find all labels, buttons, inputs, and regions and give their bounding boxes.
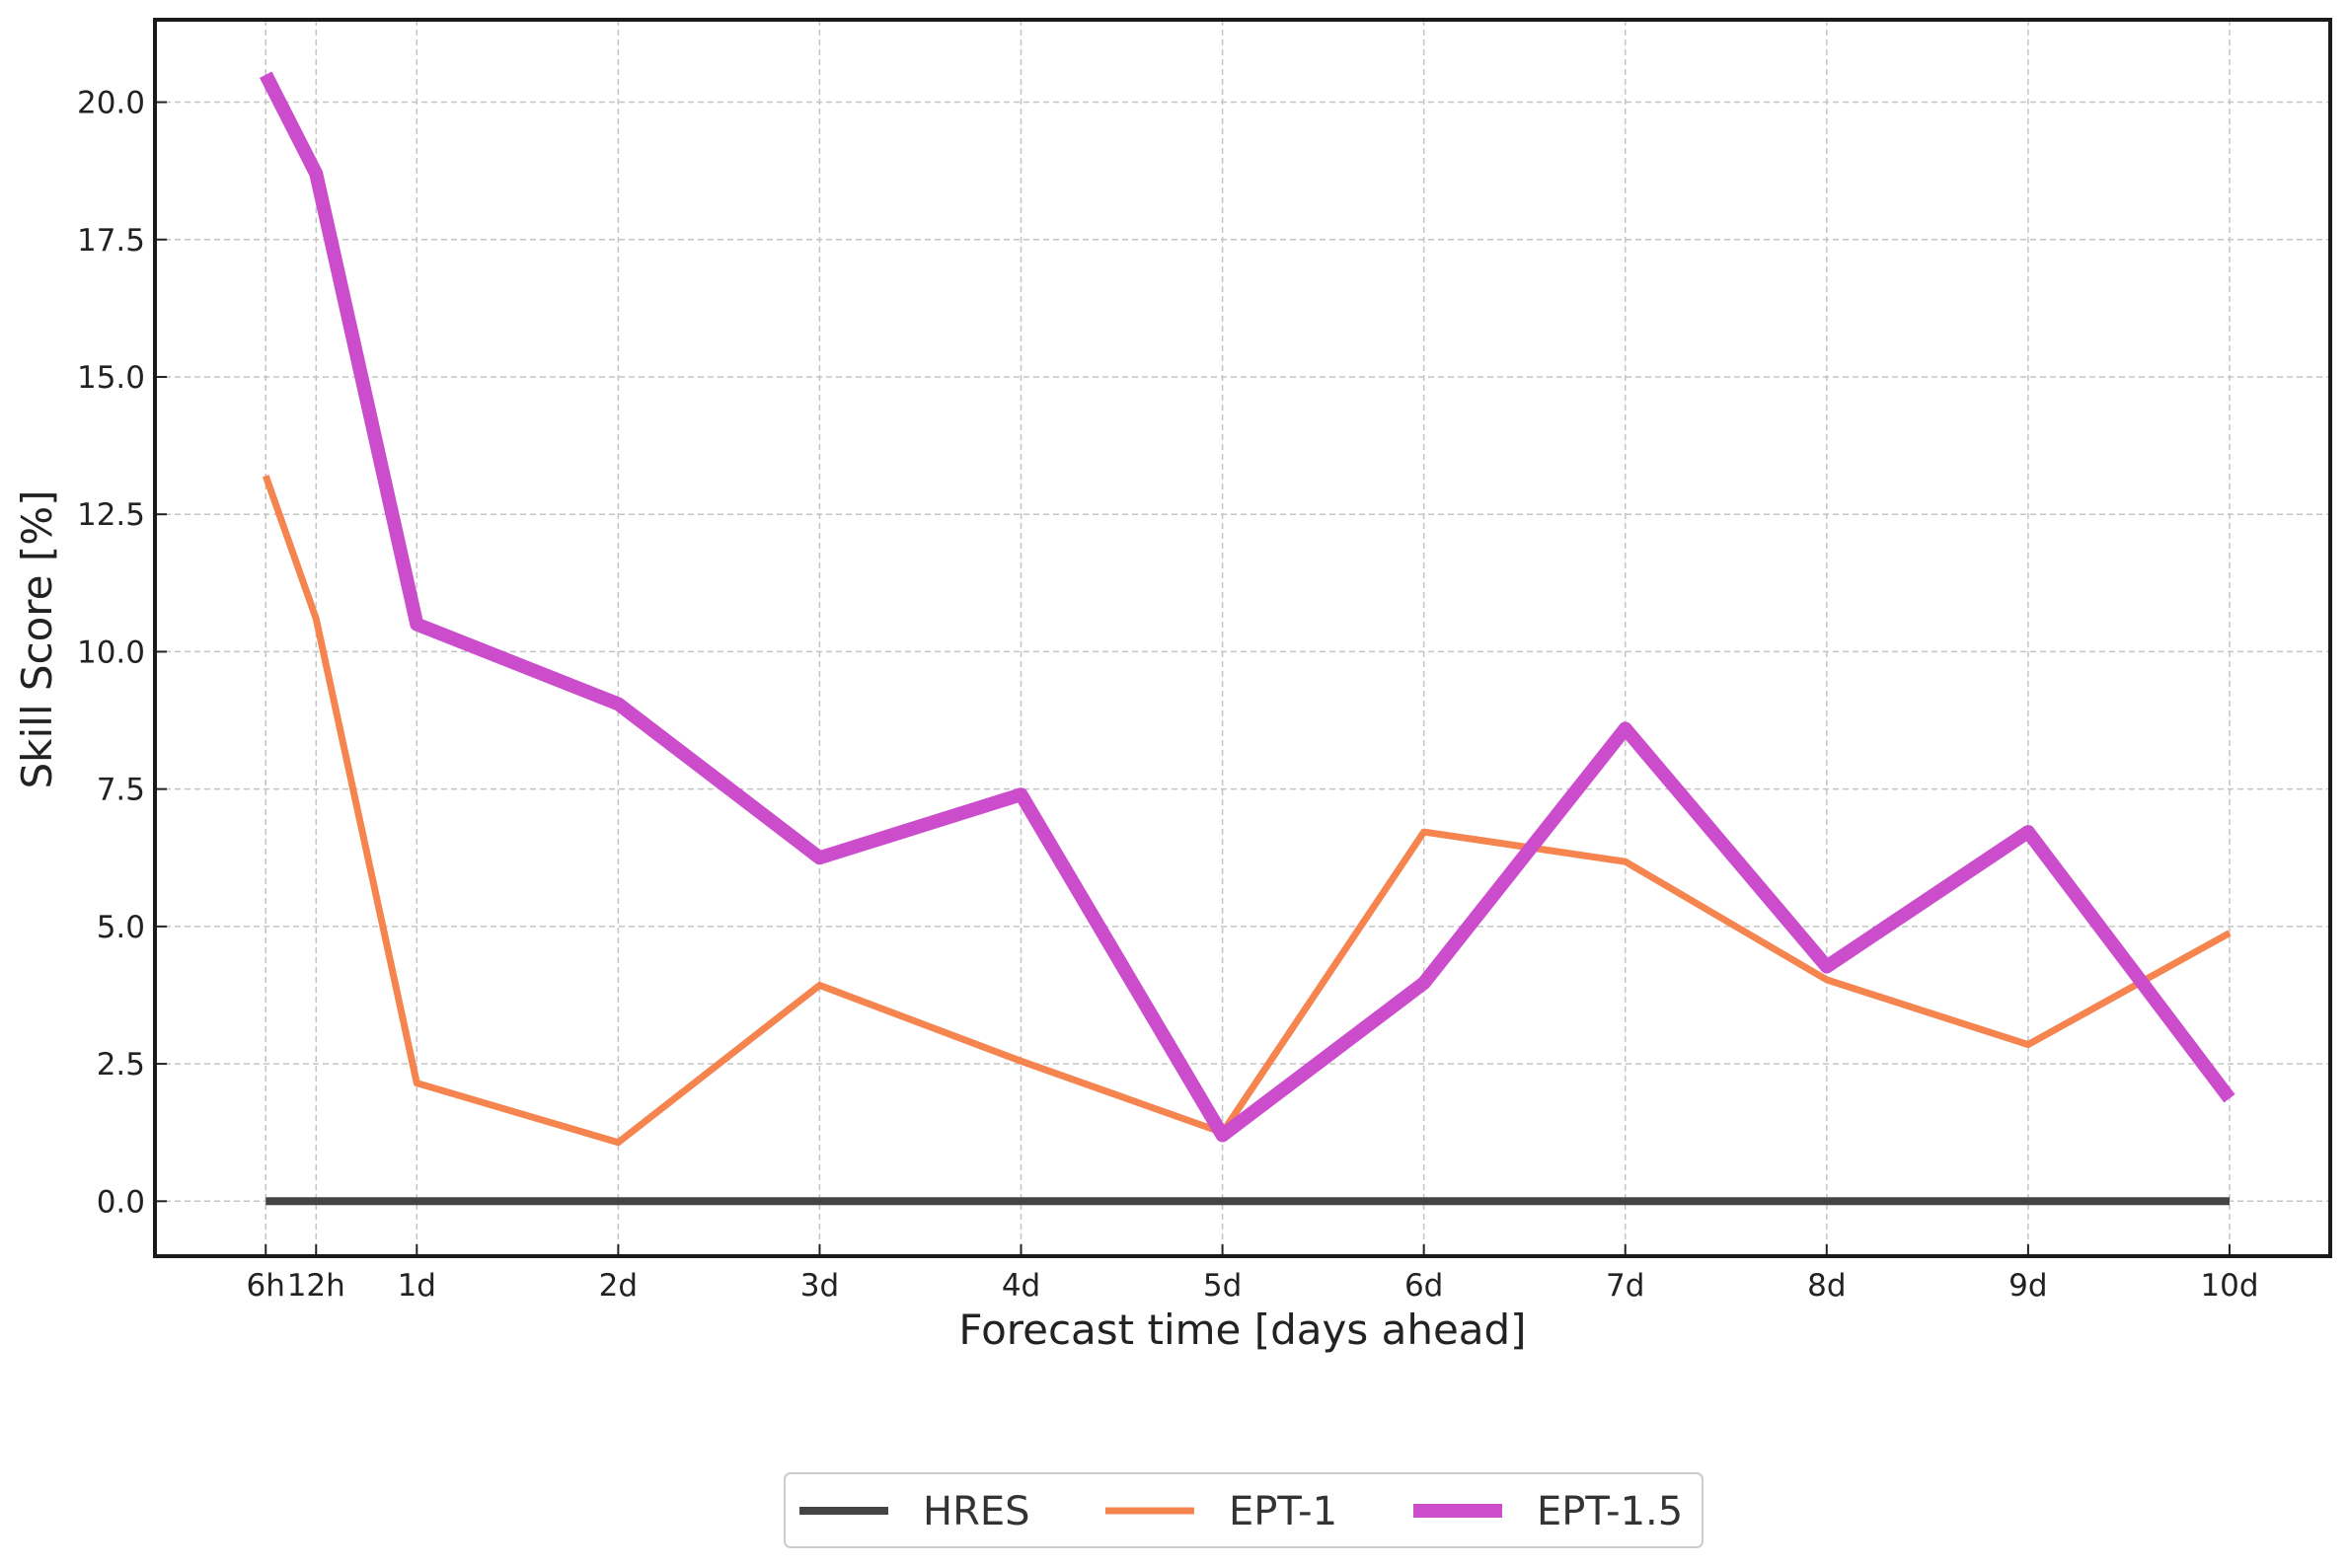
y-tick-label: 10.0	[77, 635, 145, 670]
x-tick-label: 7d	[1606, 1268, 1644, 1304]
x-axis-title: Forecast time [days ahead]	[958, 1306, 1526, 1354]
series-lines	[260, 71, 2235, 1206]
x-tick-label: 4d	[1002, 1268, 1040, 1304]
y-tick-label: 2.5	[97, 1047, 145, 1083]
y-axis-title: Skill Score [%]	[13, 489, 61, 788]
legend-label: EPT-1	[1229, 1489, 1337, 1534]
legend-label: EPT-1.5	[1537, 1489, 1683, 1534]
x-tick-label: 12h	[287, 1268, 345, 1304]
x-tick-label: 6d	[1404, 1268, 1443, 1304]
y-tick-label: 0.0	[97, 1184, 145, 1220]
x-tick-label: 5d	[1203, 1268, 1242, 1304]
x-tick-label: 8d	[1807, 1268, 1846, 1304]
legend-label: HRES	[923, 1489, 1030, 1534]
axes	[153, 18, 2332, 1258]
x-tick-label: 3d	[800, 1268, 839, 1304]
y-tick-label: 17.5	[77, 223, 145, 259]
plot-frame	[153, 18, 2332, 1258]
y-tick-label: 7.5	[97, 773, 145, 808]
y-tick-label: 12.5	[77, 497, 145, 533]
x-tick-label: 1d	[398, 1268, 436, 1304]
x-tick-label: 2d	[599, 1268, 638, 1304]
y-tick-label: 20.0	[77, 86, 145, 121]
series-line-ept-1	[262, 475, 2232, 1147]
series-line-ept-1-5	[260, 71, 2235, 1143]
x-tick-label: 9d	[2008, 1268, 2047, 1304]
tick-labels: 6h 12h 1d 2d 3d 4d 5d 6d 7d 8d 9d 10d 0.0 2.5 5.0 7.5 10…	[77, 86, 2259, 1304]
grid-lines	[155, 20, 2330, 1256]
x-tick-label: 6h	[247, 1268, 285, 1304]
legend: HRES EPT-1 EPT-1.5	[784, 1472, 1704, 1548]
y-tick-label: 15.0	[77, 360, 145, 396]
y-tick-label: 5.0	[97, 910, 145, 945]
x-tick-label: 10d	[2200, 1268, 2258, 1304]
legend-box	[784, 1472, 1704, 1548]
